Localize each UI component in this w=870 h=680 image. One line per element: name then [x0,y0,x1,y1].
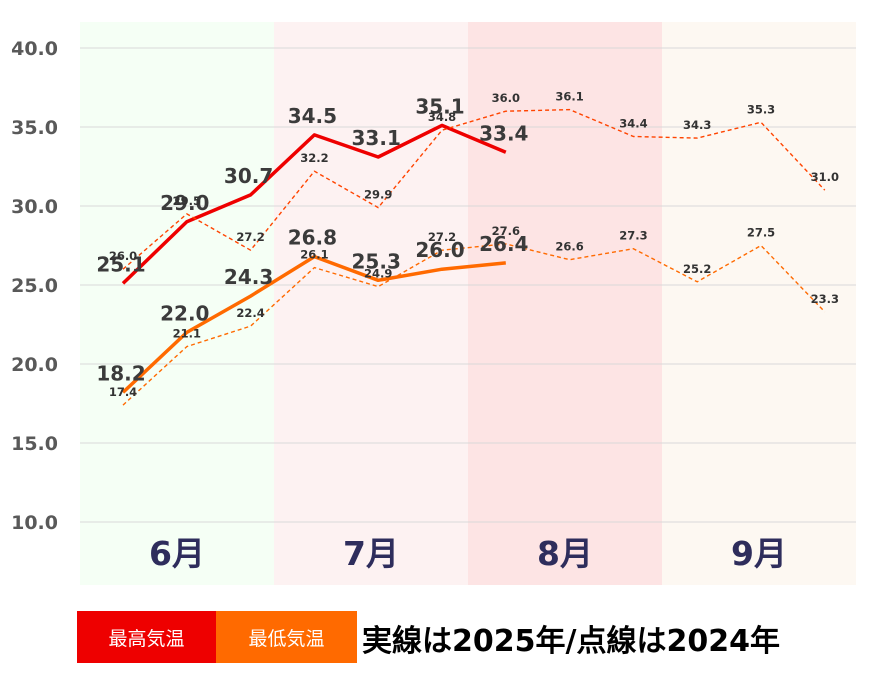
data-label-max_2024: 32.2 [300,151,328,165]
legend-max-temp: 最高気温 [77,611,216,663]
y-tick-label: 20.0 [11,354,58,376]
data-label-min_2024: 21.1 [173,327,201,341]
legend-min-label: 最低気温 [248,627,325,650]
data-label-max_2024: 36.0 [492,91,520,105]
data-label-max_2025: 29.0 [160,191,209,215]
data-label-min_2024: 26.6 [555,240,583,254]
data-label-max_2025: 34.5 [288,104,337,128]
y-tick-label: 25.0 [11,275,58,297]
series-line-min_2025 [121,254,506,394]
data-label-min_2025: 18.2 [96,361,145,385]
month-label: 8月 [537,534,593,573]
data-label-min_2024: 24.9 [364,267,392,281]
data-label-min_2025: 26.4 [479,232,528,256]
data-label-min_2024: 26.1 [300,248,328,262]
data-label-min_2024: 22.4 [236,306,264,320]
data-label-min_2024: 17.4 [109,385,137,399]
data-label-max_2024: 35.3 [747,102,775,116]
data-label-max_2025: 25.1 [96,252,145,276]
data-label-min_2024: 23.3 [811,292,839,306]
series-line-min_2024 [122,243,826,406]
month-label: 7月 [343,534,399,573]
data-label-max_2024: 34.4 [619,116,647,130]
y-tick-label: 35.0 [11,117,58,139]
y-tick-label: 40.0 [11,38,58,60]
data-label-min_2025: 25.3 [352,249,401,273]
legend-min-temp: 最低気温 [216,611,357,663]
series-line-max_2024 [122,108,826,270]
month-band-3 [468,22,662,585]
data-label-min_2024: 27.3 [619,229,647,243]
data-label-max_2024: 31.0 [811,170,839,184]
y-tick-label: 30.0 [11,196,58,218]
data-label-min_2025: 24.3 [224,265,273,289]
data-label-max_2024: 29.9 [364,188,392,202]
data-label-max_2025: 35.1 [415,94,464,118]
y-tick-label: 10.0 [11,512,58,534]
month-band-1 [80,22,274,585]
month-band-2 [274,22,468,585]
y-tick-label: 15.0 [11,433,58,455]
data-label-max_2025: 33.4 [479,121,528,145]
legend-note: 実線は2025年/点線は2024年 [362,624,780,659]
data-label-max_2024: 34.8 [428,110,456,124]
data-label-max_2025: 30.7 [224,164,273,188]
data-label-min_2024: 27.5 [747,226,775,240]
data-label-min_2025: 26.0 [415,238,464,262]
data-label-min_2024: 25.2 [683,262,711,276]
data-label-max_2024: 29.5 [173,194,201,208]
data-label-min_2024: 27.2 [428,230,456,244]
month-label: 6月 [149,534,205,573]
data-label-max_2024: 34.3 [683,118,711,132]
series-line-max_2025 [121,123,507,285]
month-label: 9月 [731,534,787,573]
data-label-max_2024: 27.2 [236,230,264,244]
legend-max-label: 最高気温 [108,627,185,650]
month-band-4 [662,22,856,585]
data-label-max_2024: 36.1 [555,90,583,104]
temperature-chart: 40.0 35.0 30.0 25.0 20.0 15.0 10.0 6月 7月 8月 9月 25.1… [11,22,856,585]
data-label-max_2025: 33.1 [352,126,401,150]
data-label-min_2025: 26.8 [288,226,337,250]
data-label-min_2025: 22.0 [160,301,209,325]
data-label-min_2024: 27.6 [492,224,520,238]
data-label-max_2024: 26.0 [109,249,137,263]
